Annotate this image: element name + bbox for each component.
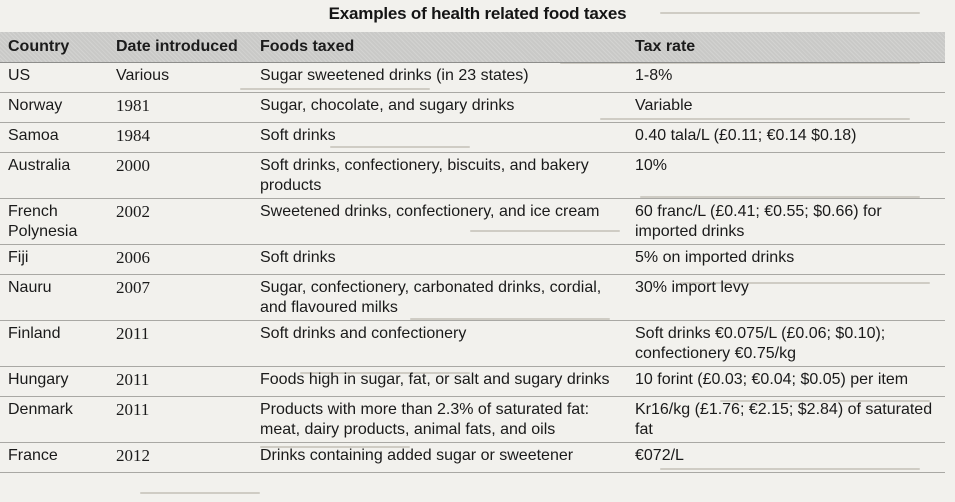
country-cell: France [0,442,108,473]
date-cell: Various [108,62,252,93]
date-cell: 1981 [108,92,252,123]
country-cell: US [0,62,108,93]
tax-rate-cell: Variable [627,92,945,123]
table-row: Denmark 2011 Products with more than 2.3… [0,396,945,443]
table-header: Country Date introduced Foods taxed Tax … [0,32,945,63]
table-body: US Various Sugar sweetened drinks (in 23… [0,62,945,473]
column-header-country: Country [0,32,108,63]
column-header-tax-rate: Tax rate [627,32,945,63]
foods-cell: Sweetened drinks, confectionery, and ice… [252,198,627,245]
country-cell: Nauru [0,274,108,321]
foods-cell: Drinks containing added sugar or sweeten… [252,442,627,473]
table-row: Hungary 2011 Foods high in sugar, fat, o… [0,366,945,397]
foods-cell: Soft drinks and confectionery [252,320,627,367]
date-cell: 2000 [108,152,252,199]
foods-cell: Sugar, chocolate, and sugary drinks [252,92,627,123]
table-row: France 2012 Drinks containing added suga… [0,442,945,473]
date-cell: 2011 [108,366,252,397]
table-row: Samoa 1984 Soft drinks 0.40 tala/L (£0.1… [0,122,945,153]
country-cell: Denmark [0,396,108,443]
tax-rate-cell: 5% on imported drinks [627,244,945,275]
foods-cell: Sugar, confectionery, carbonated drinks,… [252,274,627,321]
tax-rate-cell: €072/L [627,442,945,473]
date-cell: 1984 [108,122,252,153]
table-row: Australia 2000 Soft drinks, confectioner… [0,152,945,199]
table-row: Norway 1981 Sugar, chocolate, and sugary… [0,92,945,123]
food-tax-table: Country Date introduced Foods taxed Tax … [0,32,945,473]
tax-rate-cell: 10% [627,152,945,199]
header-row: Country Date introduced Foods taxed Tax … [0,32,945,63]
tax-rate-cell: Soft drinks €0.075/L (£0.06; $0.10); con… [627,320,945,367]
foods-cell: Foods high in sugar, fat, or salt and su… [252,366,627,397]
table-row: Nauru 2007 Sugar, confectionery, carbona… [0,274,945,321]
country-cell: Samoa [0,122,108,153]
table-row: Finland 2011 Soft drinks and confectione… [0,320,945,367]
country-cell: Australia [0,152,108,199]
tax-rate-cell: Kr16/kg (£1.76; €2.15; $2.84) of saturat… [627,396,945,443]
foods-cell: Soft drinks [252,122,627,153]
column-header-date-introduced: Date introduced [108,32,252,63]
country-cell: Hungary [0,366,108,397]
table-row: US Various Sugar sweetened drinks (in 23… [0,62,945,93]
foods-cell: Soft drinks [252,244,627,275]
country-cell: Norway [0,92,108,123]
tax-rate-cell: 60 franc/L (£0.41; €0.55; $0.66) for imp… [627,198,945,245]
tax-rate-cell: 30% import levy [627,274,945,321]
foods-cell: Sugar sweetened drinks (in 23 states) [252,62,627,93]
table-row: French Polynesia 2002 Sweetened drinks, … [0,198,945,245]
table-title: Examples of health related food taxes [328,4,627,23]
date-cell: 2011 [108,396,252,443]
date-cell: 2011 [108,320,252,367]
country-cell: French Polynesia [0,198,108,245]
column-header-foods-taxed: Foods taxed [252,32,627,63]
date-cell: 2002 [108,198,252,245]
foods-cell: Products with more than 2.3% of saturate… [252,396,627,443]
date-cell: 2012 [108,442,252,473]
country-cell: Finland [0,320,108,367]
foods-cell: Soft drinks, confectionery, biscuits, an… [252,152,627,199]
date-cell: 2007 [108,274,252,321]
tax-rate-cell: 10 forint (£0.03; €0.04; $0.05) per item [627,366,945,397]
tax-rate-cell: 0.40 tala/L (£0.11; €0.14 $0.18) [627,122,945,153]
table-row: Fiji 2006 Soft drinks 5% on imported dri… [0,244,945,275]
country-cell: Fiji [0,244,108,275]
date-cell: 2006 [108,244,252,275]
tax-rate-cell: 1-8% [627,62,945,93]
